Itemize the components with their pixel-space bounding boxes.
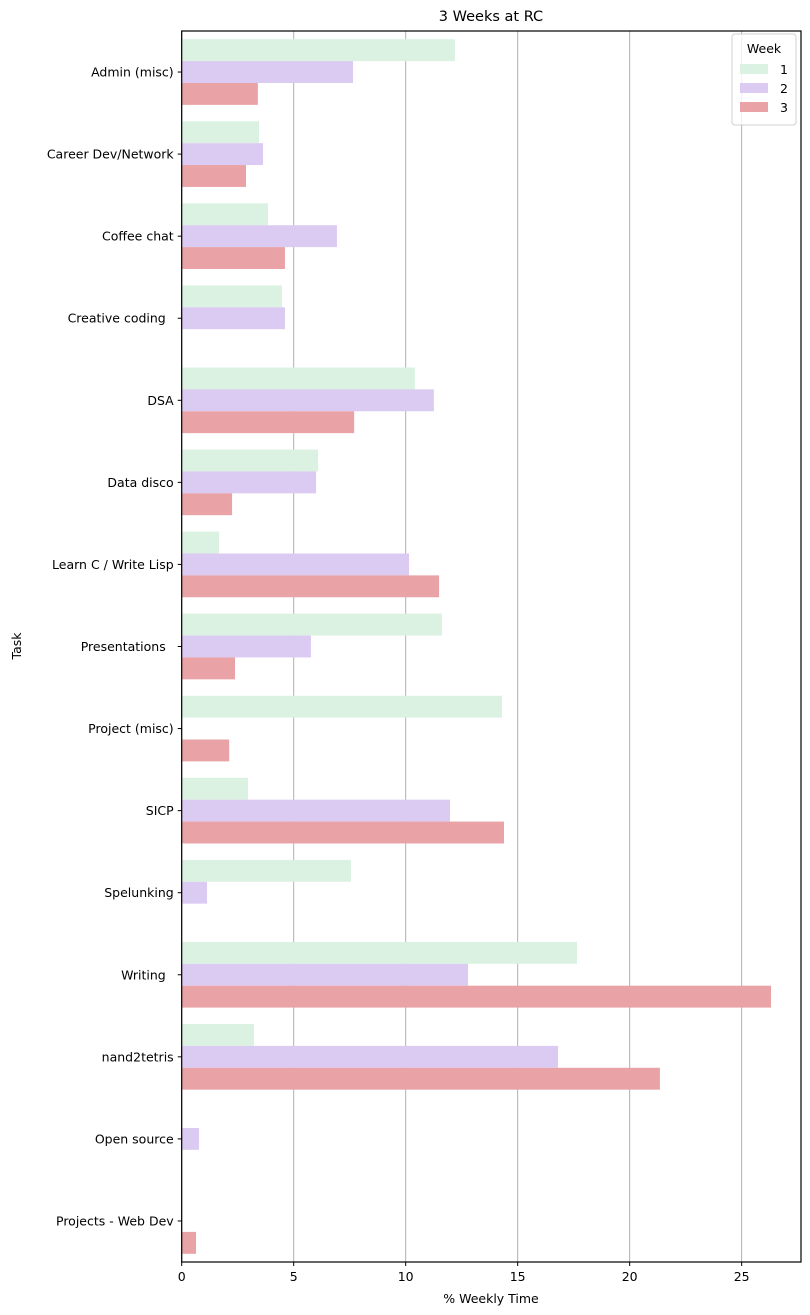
y-tick-label: Projects - Web Dev <box>56 1213 174 1228</box>
y-axis-label: Task <box>9 632 24 661</box>
bar-week-1 <box>181 1024 255 1046</box>
y-tick-label: Coffee chat <box>102 229 174 244</box>
bar-week-3 <box>181 657 236 680</box>
legend-label-week-3: 3 <box>780 100 788 115</box>
bar-week-1 <box>181 367 415 390</box>
x-tick-label: 25 <box>734 1269 750 1284</box>
bar-week-1 <box>181 531 220 554</box>
y-tick-label: Presentations <box>81 639 174 654</box>
bar-week-3 <box>181 1067 660 1090</box>
x-tick-label: 5 <box>290 1269 298 1284</box>
bar-week-2 <box>181 799 451 822</box>
legend-swatch-week-3 <box>740 102 768 112</box>
bar-week-2 <box>181 389 434 412</box>
legend-title: Week <box>747 41 782 56</box>
bar-week-2 <box>181 143 264 166</box>
y-tick-label: DSA <box>147 393 174 408</box>
y-tick-label: Open source <box>95 1131 174 1146</box>
bar-week-3 <box>181 247 285 269</box>
bar-week-2 <box>181 471 317 494</box>
bar-week-2 <box>181 881 208 904</box>
bar-week-1 <box>181 941 578 964</box>
bar-week-2 <box>181 635 311 658</box>
chart-title: 3 Weeks at RC <box>439 9 543 25</box>
bar-week-3 <box>181 739 230 762</box>
y-tick-label: SICP <box>146 803 174 818</box>
x-tick-label: 10 <box>398 1269 414 1284</box>
bar-week-1 <box>181 695 502 718</box>
bar-week-2 <box>181 1127 199 1150</box>
legend-label-week-2: 2 <box>780 81 788 96</box>
bar-week-3 <box>181 493 233 516</box>
bar-week-1 <box>181 449 319 472</box>
y-tick-label: Career Dev/Network <box>47 147 175 162</box>
bar-week-2 <box>181 307 285 330</box>
legend-swatch-week-1 <box>740 64 768 74</box>
legend-swatch-week-2 <box>740 83 768 93</box>
bar-week-3 <box>181 411 355 434</box>
y-tick-label: Admin (misc) <box>91 65 174 80</box>
y-tick-label: Project (misc) <box>88 721 174 736</box>
y-tick-label: nand2tetris <box>102 1049 174 1064</box>
bar-week-1 <box>181 859 352 882</box>
legend: Week 1 2 3 <box>731 33 797 126</box>
y-tick-label: Learn C / Write Lisp <box>52 557 174 572</box>
bar-week-2 <box>181 963 468 986</box>
y-axis-ticks: Admin (misc) Career Dev/Network Coffee cha… <box>47 65 182 1228</box>
x-tick-label: 20 <box>622 1269 638 1284</box>
bar-week-3 <box>181 165 246 187</box>
x-tick-label: 0 <box>178 1269 186 1284</box>
bar-week-3 <box>181 985 771 1008</box>
bar-week-3 <box>181 821 505 844</box>
bar-week-3 <box>181 575 440 598</box>
bars <box>181 39 771 1254</box>
x-axis-ticks: 0 5 10 15 20 25 <box>178 1262 750 1284</box>
bar-week-1 <box>181 285 283 308</box>
x-tick-label: 15 <box>510 1269 526 1284</box>
bar-week-1 <box>181 121 259 144</box>
bar-week-2 <box>181 553 410 576</box>
bar-week-3 <box>181 1231 197 1254</box>
x-axis-label: % Weekly Time <box>443 1291 539 1306</box>
bar-week-2 <box>181 1045 558 1068</box>
bar-week-1 <box>181 777 248 800</box>
y-tick-label: Spelunking <box>104 885 173 900</box>
y-tick-label: Writing <box>121 967 174 982</box>
y-tick-label: Creative coding <box>68 311 174 326</box>
bar-week-2 <box>181 61 354 83</box>
bar-week-3 <box>181 82 258 105</box>
bar-week-1 <box>181 613 442 636</box>
legend-label-week-1: 1 <box>780 62 788 77</box>
bar-week-2 <box>181 225 337 248</box>
bar-week-1 <box>181 203 268 226</box>
y-tick-label: Data disco <box>107 475 173 490</box>
bar-week-1 <box>181 39 455 62</box>
